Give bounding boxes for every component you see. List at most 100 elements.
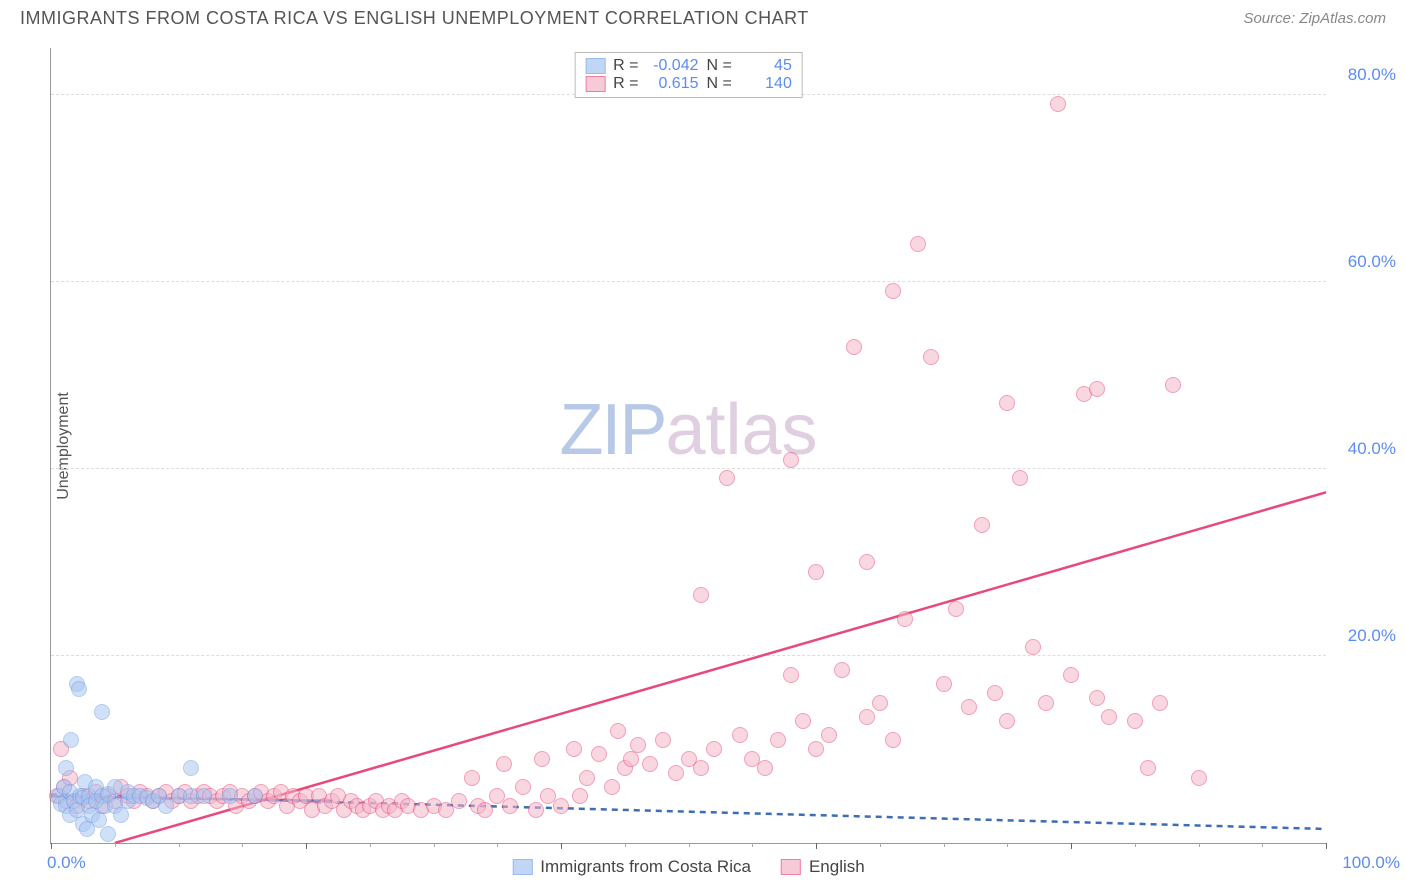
- pink-point: [948, 601, 964, 617]
- pink-series-label: English: [809, 857, 865, 877]
- pink-point: [719, 470, 735, 486]
- pink-point: [1191, 770, 1207, 786]
- pink-point: [706, 741, 722, 757]
- pink-point: [999, 395, 1015, 411]
- pink-point: [1012, 470, 1028, 486]
- x-tick: [306, 843, 307, 849]
- x-tick: [115, 843, 116, 847]
- pink-point: [757, 760, 773, 776]
- pink-point: [534, 751, 550, 767]
- pink-point: [1127, 713, 1143, 729]
- y-tick-label: 80.0%: [1336, 65, 1396, 85]
- blue-point: [58, 760, 74, 776]
- blue-swatch-icon: [512, 859, 532, 875]
- pink-swatch-icon: [781, 859, 801, 875]
- y-tick-label: 40.0%: [1336, 439, 1396, 459]
- pink-point: [961, 699, 977, 715]
- pink-point: [846, 339, 862, 355]
- pink-point: [834, 662, 850, 678]
- pink-point: [515, 779, 531, 795]
- chart-plot-area: ZIPatlas 20.0%40.0%60.0%80.0% R = -0.042…: [50, 48, 1326, 844]
- pink-point: [1152, 695, 1168, 711]
- pink-point: [897, 611, 913, 627]
- blue-point: [71, 681, 87, 697]
- pink-point: [859, 709, 875, 725]
- x-tick: [1326, 843, 1327, 849]
- x-tick: [689, 843, 690, 847]
- pink-point: [923, 349, 939, 365]
- pink-point: [872, 695, 888, 711]
- pink-point: [693, 587, 709, 603]
- x-tick: [434, 843, 435, 847]
- y-tick-label: 20.0%: [1336, 626, 1396, 646]
- x-tick: [1071, 843, 1072, 849]
- blue-series-label: Immigrants from Costa Rica: [540, 857, 751, 877]
- scatter-points-layer: [51, 48, 1326, 843]
- pink-point: [936, 676, 952, 692]
- pink-point: [693, 760, 709, 776]
- pink-point: [987, 685, 1003, 701]
- r-label: R =: [613, 57, 638, 75]
- x-tick: [1007, 843, 1008, 847]
- pink-point: [974, 517, 990, 533]
- blue-n-value: 45: [740, 57, 792, 75]
- pink-point: [783, 667, 799, 683]
- pink-point: [859, 554, 875, 570]
- pink-point: [528, 802, 544, 818]
- pink-point: [1063, 667, 1079, 683]
- x-tick: [370, 843, 371, 847]
- pink-point: [732, 727, 748, 743]
- x-tick: [51, 843, 52, 849]
- blue-point: [63, 732, 79, 748]
- pink-point: [579, 770, 595, 786]
- x-axis-max-label: 100.0%: [1342, 853, 1400, 873]
- pink-point: [630, 737, 646, 753]
- x-tick: [816, 843, 817, 849]
- x-tick: [880, 843, 881, 847]
- pink-point: [1140, 760, 1156, 776]
- blue-point: [196, 788, 212, 804]
- pink-point: [1165, 377, 1181, 393]
- source-attribution: Source: ZipAtlas.com: [1243, 10, 1386, 27]
- pink-point: [655, 732, 671, 748]
- pink-r-value: 0.615: [647, 75, 699, 93]
- pink-point: [910, 236, 926, 252]
- n-label: N =: [707, 57, 732, 75]
- legend-row-blue: R = -0.042 N = 45: [585, 57, 792, 75]
- x-tick: [752, 843, 753, 847]
- pink-point: [591, 746, 607, 762]
- pink-point: [451, 793, 467, 809]
- pink-point: [821, 727, 837, 743]
- legend-item-blue: Immigrants from Costa Rica: [512, 857, 751, 877]
- blue-point: [183, 760, 199, 776]
- pink-point: [1038, 695, 1054, 711]
- blue-point: [247, 788, 263, 804]
- y-tick-label: 60.0%: [1336, 252, 1396, 272]
- pink-point: [999, 713, 1015, 729]
- x-tick: [625, 843, 626, 847]
- pink-swatch-icon: [585, 76, 605, 92]
- x-tick: [1135, 843, 1136, 847]
- pink-point: [477, 802, 493, 818]
- legend-item-pink: English: [781, 857, 865, 877]
- pink-point: [1089, 690, 1105, 706]
- series-legend: Immigrants from Costa Rica English: [512, 857, 864, 877]
- x-tick: [179, 843, 180, 847]
- pink-point: [553, 798, 569, 814]
- pink-point: [885, 283, 901, 299]
- x-tick: [1199, 843, 1200, 847]
- x-tick: [1262, 843, 1263, 847]
- blue-point: [94, 704, 110, 720]
- pink-point: [770, 732, 786, 748]
- pink-point: [808, 564, 824, 580]
- pink-n-value: 140: [740, 75, 792, 93]
- r-label: R =: [613, 75, 638, 93]
- pink-point: [502, 798, 518, 814]
- correlation-legend: R = -0.042 N = 45 R = 0.615 N = 140: [574, 52, 803, 98]
- blue-r-value: -0.042: [647, 57, 699, 75]
- pink-point: [642, 756, 658, 772]
- blue-point: [113, 807, 129, 823]
- blue-point: [222, 788, 238, 804]
- x-tick: [944, 843, 945, 847]
- pink-point: [668, 765, 684, 781]
